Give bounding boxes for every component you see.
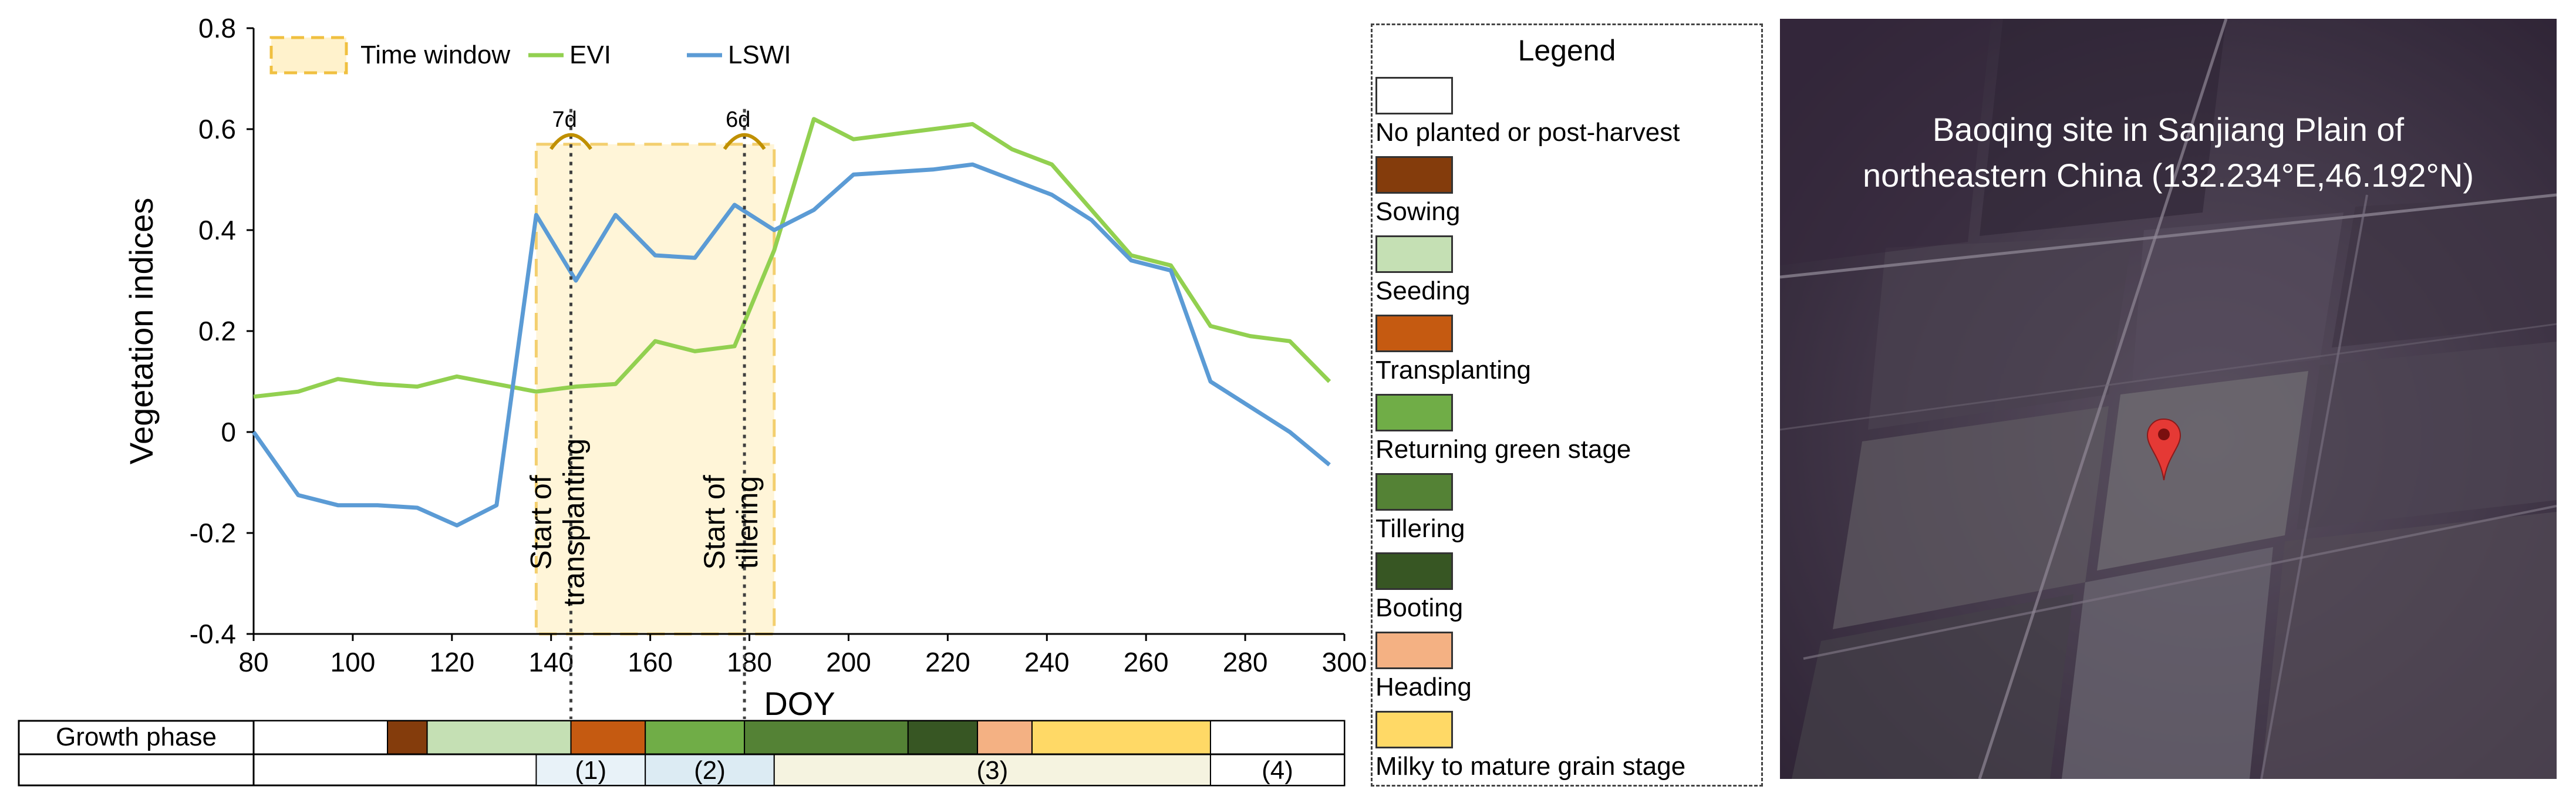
map-pin-icon xyxy=(2146,418,2181,481)
legend-label: Tillering xyxy=(1375,514,1465,543)
gap-arc xyxy=(723,133,766,150)
map-caption: Baoqing site in Sanjiang Plain of northe… xyxy=(1780,107,2557,198)
series-line-lswi xyxy=(252,162,1331,528)
phase-segment xyxy=(907,720,979,755)
x-tick-label: 300 xyxy=(1322,647,1367,677)
legend-label: No planted or post-harvest xyxy=(1375,118,1680,147)
legend-item: Returning green stage xyxy=(1373,394,1760,473)
legend-swatch xyxy=(1375,632,1453,669)
period-label: (2) xyxy=(694,756,726,785)
series-layer xyxy=(252,117,1331,528)
x-tick-label: 100 xyxy=(331,647,376,677)
phase-segment xyxy=(426,720,572,755)
legend-swatch xyxy=(1375,552,1453,590)
axes-layer: 80 100 120 140 160 180 200 220 240 260 280 300 -0.4 -… xyxy=(123,13,1367,722)
event-marker-label: Start oftransplanting xyxy=(525,438,591,606)
legend-item: Heading xyxy=(1373,632,1760,711)
y-tick-label: -0.4 xyxy=(190,619,236,649)
y-tick-label: 0.6 xyxy=(198,114,236,144)
legend-item: Seeding xyxy=(1373,235,1760,315)
phase-segment xyxy=(1209,720,1345,755)
legend-label: Sowing xyxy=(1375,197,1461,226)
vegetation-index-chart: 80 100 120 140 160 180 200 220 240 260 280 300 -0.4 -… xyxy=(18,13,1367,787)
phase-segment xyxy=(645,720,746,755)
legend-time-window-label: Time window xyxy=(360,41,510,69)
x-tick-label: 280 xyxy=(1223,647,1268,677)
time-window-layer xyxy=(534,143,776,636)
legend-item: No planted or post-harvest xyxy=(1373,77,1760,156)
legend-swatch xyxy=(1375,156,1453,194)
series-line-evi xyxy=(253,117,1331,399)
satellite-map: Baoqing site in Sanjiang Plain of northe… xyxy=(1780,19,2557,779)
gap-label: 6d xyxy=(726,107,750,132)
phase-segment xyxy=(1031,720,1211,755)
phase-row-label: Growth phase xyxy=(56,723,217,751)
x-tick-label: 220 xyxy=(925,647,970,677)
phase-segment xyxy=(253,720,389,755)
x-tick-label: 160 xyxy=(628,647,673,677)
y-tick-label: -0.2 xyxy=(190,518,236,548)
legend-time-window-swatch xyxy=(269,36,348,75)
legend-item: Booting xyxy=(1373,552,1760,632)
legend-label: Returning green stage xyxy=(1375,435,1631,464)
x-tick-label: 180 xyxy=(727,647,772,677)
x-tick-label: 240 xyxy=(1024,647,1070,677)
period-label: (4) xyxy=(1262,756,1293,785)
x-tick-label: 140 xyxy=(528,647,574,677)
legend-item: Tillering xyxy=(1373,473,1760,552)
legend-label: Milky to mature grain stage xyxy=(1375,752,1686,781)
x-tick-label: 200 xyxy=(826,647,871,677)
legend-title: Legend xyxy=(1518,34,1616,67)
map-caption-line1: Baoqing site in Sanjiang Plain of xyxy=(1932,111,2405,148)
legend-label: Transplanting xyxy=(1375,356,1531,384)
y-tick-label: 0 xyxy=(221,417,236,447)
legend-label: Heading xyxy=(1375,673,1472,701)
growth-stage-legend: Legend No planted or post-harvest Sowing S… xyxy=(1371,23,1763,787)
y-tick-label: 0.8 xyxy=(198,13,236,43)
x-tick-label: 80 xyxy=(238,647,268,677)
legend-swatch xyxy=(1375,711,1453,748)
legend-item: Milky to mature grain stage xyxy=(1373,711,1760,790)
chart-legend: Time window EVI LSWI xyxy=(269,36,791,75)
period-cell xyxy=(773,754,1211,786)
phase-segment xyxy=(744,720,909,755)
time-window-band xyxy=(534,143,776,636)
legend-label: Seeding xyxy=(1375,276,1471,305)
growth-phase-table: Growth phase (1) (2) (3) (4) xyxy=(18,720,1346,787)
legend-swatch xyxy=(1375,77,1453,114)
legend-swatch xyxy=(1375,394,1453,431)
map-caption-line2: northeastern China (132.234°E,46.192°N) xyxy=(1862,157,2474,194)
legend-item: Sowing xyxy=(1373,156,1760,235)
period-label: (3) xyxy=(976,756,1008,785)
phase-segment xyxy=(387,720,428,755)
y-tick-label: 0.4 xyxy=(198,215,236,245)
satellite-image xyxy=(1780,19,2557,779)
x-tick-label: 260 xyxy=(1124,647,1169,677)
legend-label: Booting xyxy=(1375,593,1464,622)
legend-swatch xyxy=(1375,473,1453,511)
legend-label-evi: EVI xyxy=(569,41,611,69)
gap-arc xyxy=(549,133,592,150)
legend-item: Transplanting xyxy=(1373,315,1760,394)
legend-swatch xyxy=(1375,235,1453,273)
x-tick-label: 120 xyxy=(429,647,474,677)
period-cell xyxy=(535,754,646,786)
phase-segment xyxy=(570,720,646,755)
event-marker-layer: 7d Start oftransplanting 6d Start oftilleri… xyxy=(525,107,766,719)
period-cell xyxy=(1209,754,1345,786)
phase-segment xyxy=(977,720,1033,755)
period-label: (1) xyxy=(575,756,606,785)
legend-label-lswi: LSWI xyxy=(728,41,791,69)
gap-label: 7d xyxy=(552,107,577,132)
legend-swatch xyxy=(1375,315,1453,352)
y-axis-label: Vegetation indices xyxy=(123,198,160,465)
y-tick-label: 0.2 xyxy=(198,316,236,346)
x-axis-label: DOY xyxy=(764,685,835,722)
event-marker-label: Start oftillering xyxy=(698,475,764,569)
